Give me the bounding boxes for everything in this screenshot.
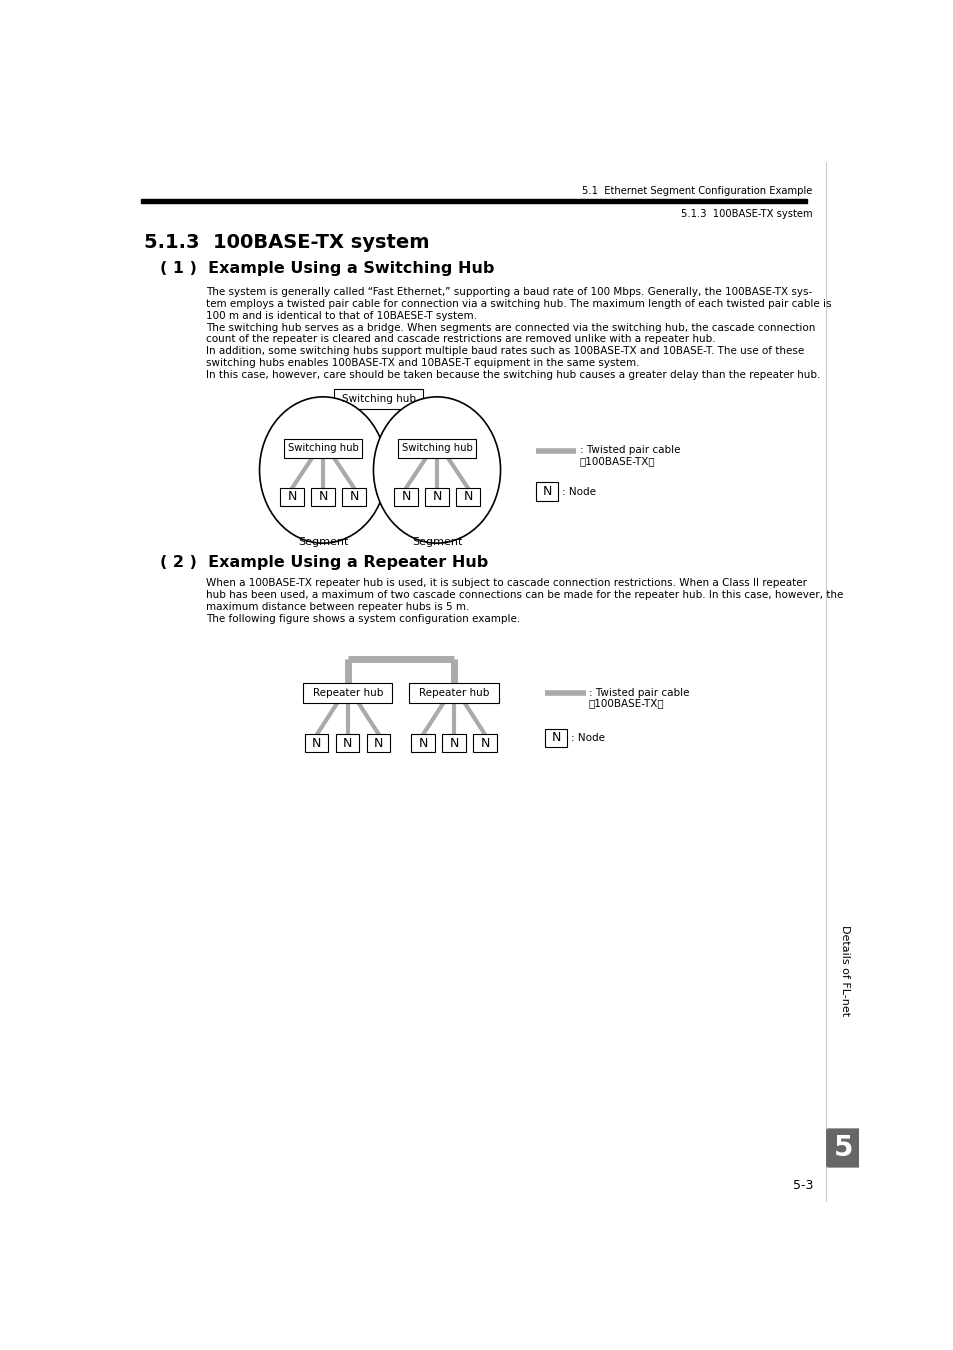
Text: （100BASE-TX）: （100BASE-TX） (579, 456, 655, 466)
Text: : Twisted pair cable: : Twisted pair cable (588, 687, 689, 698)
Text: ( 1 )  Example Using a Switching Hub: ( 1 ) Example Using a Switching Hub (159, 261, 494, 275)
Text: N: N (343, 737, 353, 749)
Text: : Twisted pair cable: : Twisted pair cable (579, 446, 679, 455)
Text: 5: 5 (833, 1134, 852, 1162)
Bar (411, 734, 435, 752)
Text: ( 2 )  Example Using a Repeater Hub: ( 2 ) Example Using a Repeater Hub (159, 555, 487, 570)
Bar (425, 489, 448, 506)
Text: N: N (449, 737, 458, 749)
Text: Switching hub: Switching hub (401, 443, 472, 454)
Bar (303, 683, 392, 703)
Bar (311, 489, 335, 506)
Text: count of the repeater is cleared and cascade restrictions are removed unlike wit: count of the repeater is cleared and cas… (206, 335, 715, 344)
Ellipse shape (373, 397, 500, 543)
Text: （100BASE-TX）: （100BASE-TX） (588, 698, 664, 709)
Text: Segment: Segment (297, 537, 348, 547)
Text: Switching hub: Switching hub (341, 394, 416, 404)
Text: N: N (318, 490, 328, 504)
Text: 5.1  Ethernet Segment Configuration Example: 5.1 Ethernet Segment Configuration Examp… (582, 186, 812, 196)
Bar (141, 198, 806, 202)
Text: switching hubs enables 100BASE-TX and 10BASE-T equipment in the same system.: switching hubs enables 100BASE-TX and 10… (206, 358, 639, 369)
Bar (536, 482, 558, 501)
Text: 5.1.3  100BASE-TX system: 5.1.3 100BASE-TX system (144, 234, 429, 252)
Text: N: N (418, 737, 427, 749)
Bar (473, 734, 497, 752)
Text: 100 m and is identical to that of 10BAESE-T system.: 100 m and is identical to that of 10BAES… (206, 310, 476, 320)
Bar (335, 734, 359, 752)
Text: tem employs a twisted pair cable for connection via a switching hub. The maximum: tem employs a twisted pair cable for con… (206, 298, 831, 309)
Text: When a 100BASE-TX repeater hub is used, it is subject to cascade connection rest: When a 100BASE-TX repeater hub is used, … (206, 578, 806, 587)
FancyBboxPatch shape (825, 1129, 860, 1168)
Bar (367, 734, 390, 752)
Text: N: N (374, 737, 383, 749)
Bar (280, 489, 303, 506)
Text: N: N (312, 737, 321, 749)
Bar (334, 389, 423, 409)
Text: : Node: : Node (561, 486, 596, 497)
Bar (442, 734, 465, 752)
Text: Repeater hub: Repeater hub (313, 688, 383, 698)
Text: N: N (432, 490, 441, 504)
Bar (456, 489, 479, 506)
Bar (409, 683, 498, 703)
Text: Details of FL-net: Details of FL-net (839, 925, 849, 1017)
Bar (284, 439, 361, 458)
Text: 5-3: 5-3 (793, 1180, 813, 1192)
Text: N: N (551, 732, 560, 744)
Text: Repeater hub: Repeater hub (418, 688, 489, 698)
Text: The system is generally called “Fast Ethernet,” supporting a baud rate of 100 Mb: The system is generally called “Fast Eth… (206, 286, 811, 297)
Text: N: N (542, 485, 551, 498)
Text: N: N (287, 490, 296, 504)
Text: The following figure shows a system configuration example.: The following figure shows a system conf… (206, 614, 519, 624)
Text: N: N (401, 490, 410, 504)
Text: hub has been used, a maximum of two cascade connections can be made for the repe: hub has been used, a maximum of two casc… (206, 590, 842, 599)
Text: N: N (349, 490, 358, 504)
Bar (394, 489, 417, 506)
Bar (397, 439, 476, 458)
Text: N: N (480, 737, 489, 749)
Bar (342, 489, 365, 506)
Text: maximum distance between repeater hubs is 5 m.: maximum distance between repeater hubs i… (206, 602, 469, 612)
Text: Switching hub: Switching hub (288, 443, 358, 454)
Text: In addition, some switching hubs support multiple baud rates such as 100BASE-TX : In addition, some switching hubs support… (206, 347, 803, 356)
Text: Segment: Segment (412, 537, 461, 547)
Bar (305, 734, 328, 752)
Text: The switching hub serves as a bridge. When segments are connected via the switch: The switching hub serves as a bridge. Wh… (206, 323, 815, 332)
Text: : Node: : Node (571, 733, 604, 743)
Bar (545, 729, 567, 747)
Text: 5.1.3  100BASE-TX system: 5.1.3 100BASE-TX system (680, 209, 812, 219)
Text: N: N (463, 490, 472, 504)
Ellipse shape (259, 397, 386, 543)
Text: In this case, however, care should be taken because the switching hub causes a g: In this case, however, care should be ta… (206, 370, 820, 381)
